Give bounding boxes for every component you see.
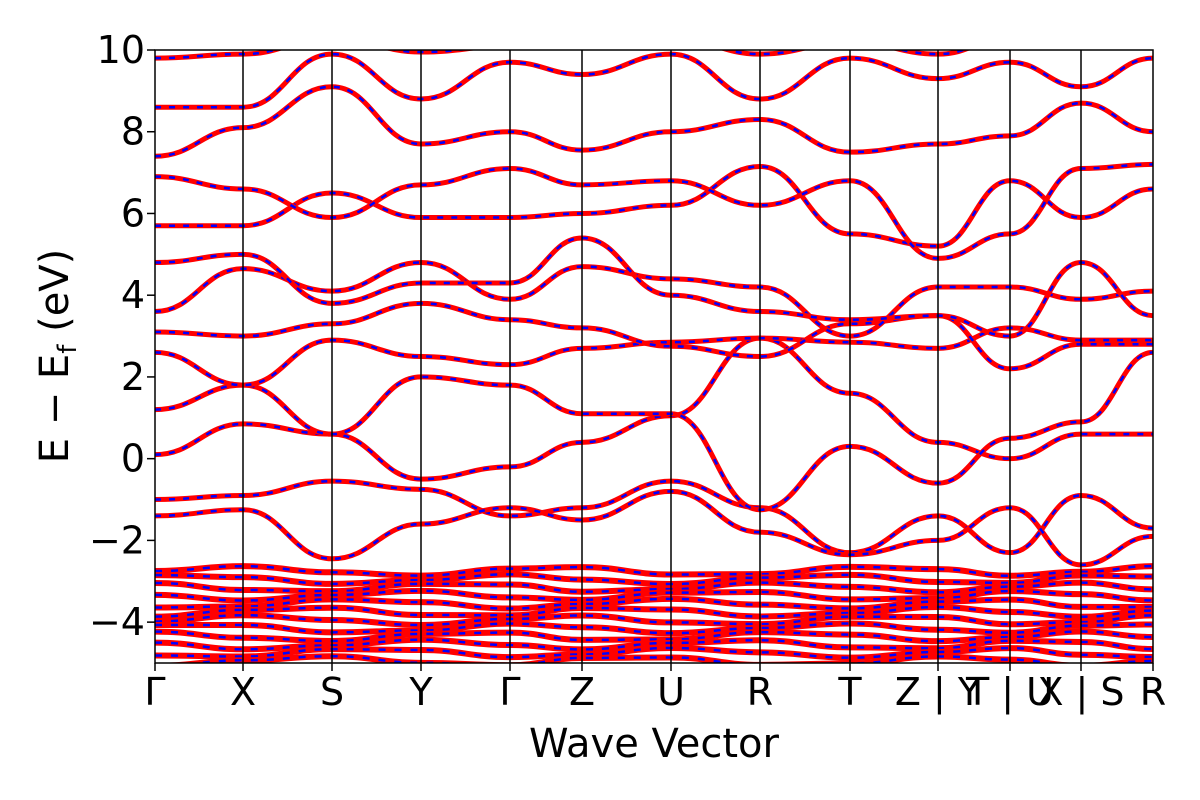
- band-line-dashed-6: [155, 261, 1153, 338]
- y-axis-title-unit: (eV): [32, 249, 78, 345]
- band-lines: [155, 50, 1153, 663]
- high-symmetry-lines: [242, 50, 1082, 663]
- y-tick-label: −4: [89, 600, 145, 644]
- band-line-dashed-9: [155, 163, 1153, 260]
- y-axis-title-subscript: f: [53, 344, 83, 354]
- x-tick-label: R: [1140, 670, 1166, 714]
- x-tick-label: X: [230, 670, 256, 714]
- x-tick-label: U: [657, 670, 685, 714]
- y-tick-label: 0: [121, 437, 145, 481]
- band-line-dashed-10: [155, 85, 1153, 158]
- y-tick-label: 10: [97, 28, 145, 72]
- x-axis-title: Wave Vector: [529, 721, 780, 767]
- x-tick-label: R: [747, 670, 773, 714]
- x-tick-label: Y: [408, 670, 433, 714]
- y-axis-title-main: E − E: [32, 354, 78, 464]
- y-tick-label: 6: [121, 191, 145, 235]
- x-tick-label: S: [320, 670, 344, 714]
- x-tick-label: Γ: [499, 670, 520, 714]
- y-tick-label: 2: [121, 355, 145, 399]
- x-tick-label: T | U: [965, 670, 1054, 715]
- band-line-dashed-1: [155, 479, 1153, 554]
- y-tick-label: 8: [121, 110, 145, 154]
- x-axis-ticks: Γ X S Y Γ Z U R T Z | YT | UX | S R: [144, 663, 1166, 715]
- band-line-4: [155, 325, 1153, 388]
- y-axis-title: E − Ef (eV): [32, 249, 83, 464]
- plot-frame: [154, 49, 1154, 664]
- x-tick-label: Z | Y: [895, 670, 982, 715]
- band-line-11: [155, 51, 1153, 110]
- x-tick-label: T: [837, 670, 862, 714]
- band-line-10: [155, 84, 1153, 159]
- x-tick-label: Γ: [144, 670, 165, 714]
- band-line-dashed-0: [155, 336, 1153, 481]
- y-tick-label: −2: [89, 518, 145, 562]
- y-tick-label: 4: [121, 273, 145, 317]
- y-axis-ticks: −4 −2 0 2 4 6 8 10: [89, 28, 155, 644]
- x-tick-label: Z: [569, 670, 595, 714]
- x-tick-label: X | S: [1037, 670, 1124, 715]
